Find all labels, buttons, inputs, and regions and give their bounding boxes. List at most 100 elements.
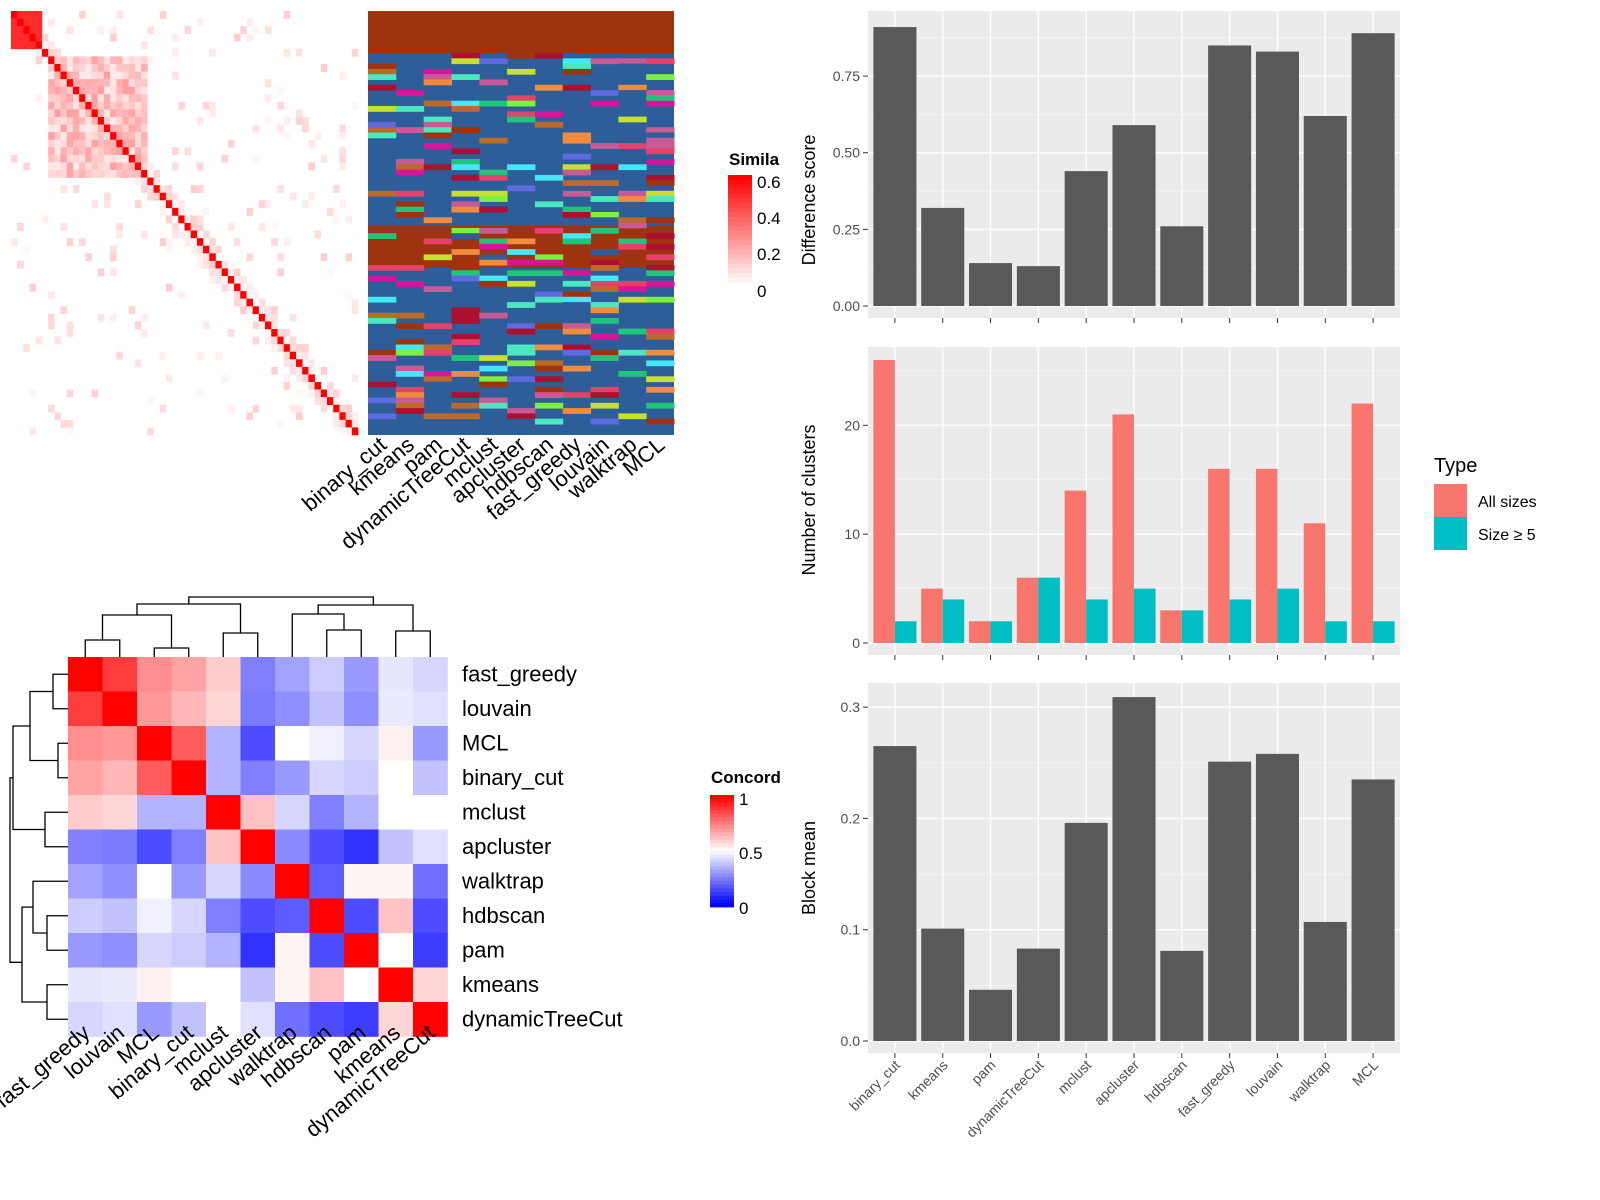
concordance-cell [240,795,276,830]
similarity-cell [110,170,117,178]
similarity-legend-swatch [728,189,752,195]
concordance-cell [309,691,345,727]
similarity-cell [221,154,229,163]
assignment-cell [590,265,619,271]
similarity-cell [196,260,204,269]
similarity-cell [103,79,111,88]
assignment-cell [618,217,647,224]
similarity-cell [122,64,130,72]
dendrogram-branch [32,880,68,934]
similarity-cell [134,71,142,80]
similarity-cell [141,185,148,194]
similarity-cell [79,139,86,148]
similarity-cell [283,11,291,19]
assignment-cell [618,58,647,65]
similarity-cell [184,223,191,231]
assignment-cell [590,392,619,398]
concordance-cell [206,933,241,968]
similarity-cell [66,389,74,398]
similarity-cell [85,170,92,178]
similarity-cell [54,147,61,156]
similarity-cell [103,154,111,163]
similarity-cell [296,351,303,360]
similarity-cell [48,162,55,171]
concordance-cell [102,829,138,865]
similarity-cell [60,419,68,428]
similarity-cell [23,11,30,19]
similarity-cell [172,162,179,171]
concordance-cell [206,795,241,830]
concordance-cell [171,726,207,761]
assignment-cell [368,296,397,303]
similarity-cell [23,41,30,50]
similarity-cell [116,154,123,163]
assignment-cell [507,111,536,118]
similarity-cell [147,185,154,194]
similarity-cell [147,192,154,201]
assignment-cell [395,344,425,351]
x-tick-label: pam [968,1057,999,1088]
similarity-cell [141,313,148,322]
bar [1208,761,1252,1041]
dendrogram-branch [57,742,68,779]
similarity-legend-swatch [728,231,752,237]
assignment-cell [451,190,480,197]
similarity-cell [141,132,148,141]
similarity-cell [196,185,204,194]
similarity-cell [91,56,99,65]
similarity-cell [141,79,148,88]
similarity-cell [110,86,117,95]
bar [1064,490,1087,643]
concordance-cell [171,967,207,1003]
concordance-legend-swatch [710,892,734,897]
assignment-cell [479,190,508,197]
similarity-cell [122,162,130,171]
similarity-cell [54,132,61,141]
similarity-cell [103,64,111,72]
y-tick-label: 0.3 [841,699,861,715]
bar [942,599,965,643]
concordance-cell [68,726,103,761]
similarity-cell [327,397,334,406]
assignment-cell [368,190,397,197]
similarity-cell [79,109,86,118]
similarity-cell [66,94,74,103]
concordance-cell [378,657,414,692]
similarity-cell [60,124,68,133]
similarity-cell [302,117,309,125]
assignment-cell [451,371,480,377]
assignment-cell [368,233,397,239]
assignment-cell [451,174,480,181]
assignment-cell [562,63,592,70]
similarity-cell [277,419,284,428]
similarity-cell [91,117,99,125]
assignment-cell [646,402,675,409]
similarity-cell [66,427,74,436]
similarity-cell [29,18,37,27]
assignment-cell [451,74,480,80]
similarity-cell [252,321,260,330]
similarity-cell [258,200,266,209]
similarity-cell [209,260,216,269]
assignment-cell [646,280,675,287]
similarity-cell [203,245,210,254]
assignment-cell [646,270,675,277]
concordance-cell [275,829,310,865]
concordance-cell [206,898,241,934]
assignment-cell [618,328,647,335]
similarity-cell [116,147,123,156]
y-axis-title: Block mean [799,821,819,915]
concordance-cell [102,1002,138,1037]
assignment-cell [451,270,480,277]
similarity-cell [91,86,99,95]
similarity-cell [320,64,328,72]
similarity-cell [110,162,117,171]
similarity-cell [110,253,117,262]
similarity-cell [246,298,253,307]
similarity-cell [11,238,18,247]
similarity-cell [296,359,303,368]
similarity-cell [196,351,204,360]
similarity-cell [97,117,105,125]
concordance-legend-tick: 0 [739,899,748,918]
similarity-cell [79,94,86,103]
